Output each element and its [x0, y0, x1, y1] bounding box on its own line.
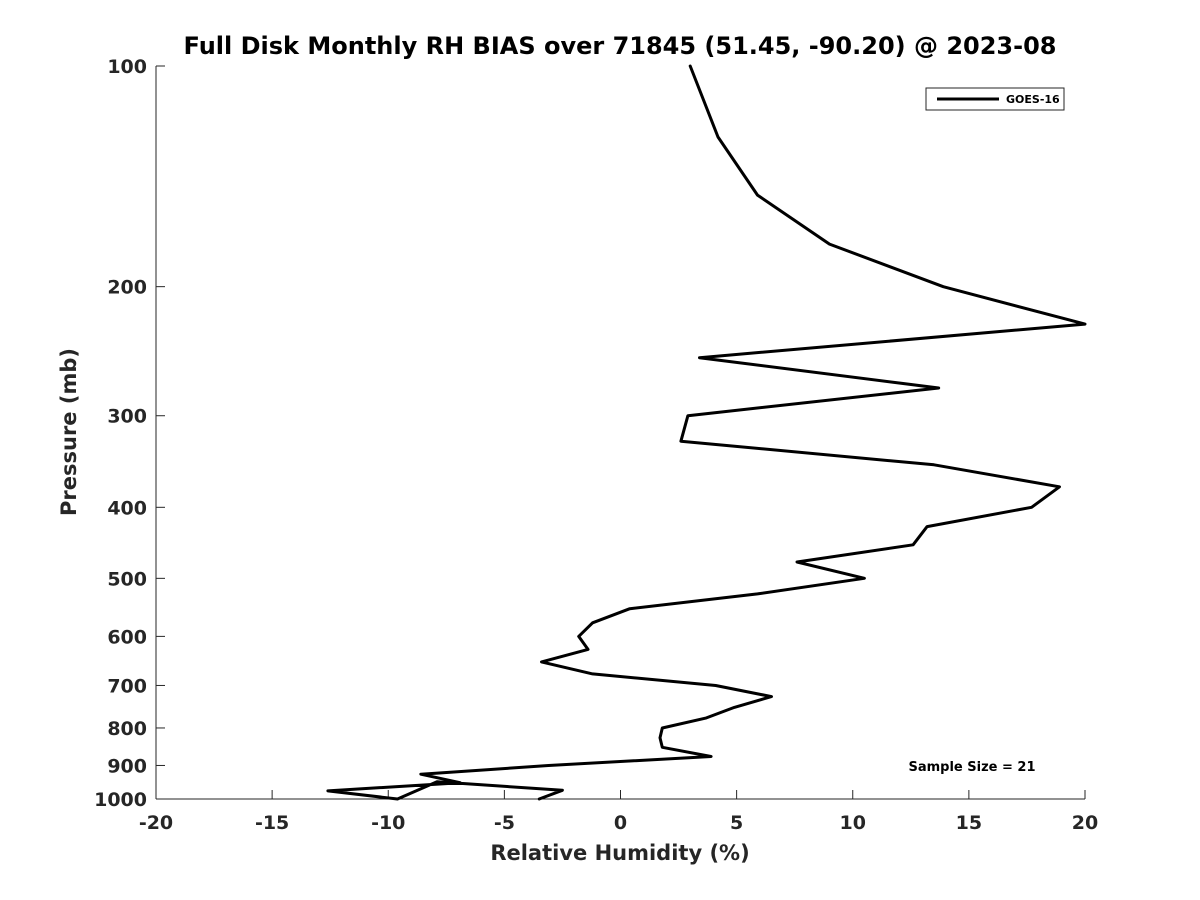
y-axis-title: Pressure (mb): [57, 348, 81, 516]
sample-size-annotation: Sample Size = 21: [908, 760, 1035, 775]
x-tick-label--20: -20: [139, 812, 173, 834]
y-tick-label-200: 200: [107, 277, 147, 299]
y-tick-label-500: 500: [107, 568, 147, 590]
plot-area: [156, 66, 1085, 799]
y-tick-label-700: 700: [107, 675, 147, 697]
y-tick-label-300: 300: [107, 406, 147, 428]
chart-title: Full Disk Monthly RH BIAS over 71845 (51…: [184, 32, 1057, 60]
x-tick-label-0: 0: [614, 812, 627, 834]
x-tick-label--5: -5: [494, 812, 515, 834]
y-tick-label-600: 600: [107, 626, 147, 648]
x-axis-title: Relative Humidity (%): [490, 841, 749, 865]
series-group: [326, 64, 1087, 801]
y-tick-label-100: 100: [107, 56, 147, 78]
series-line-goes-16: [326, 64, 1087, 801]
x-tick-label-5: 5: [730, 812, 743, 834]
y-tick-label-400: 400: [107, 497, 147, 519]
y-tick-label-1000: 1000: [94, 789, 147, 811]
y-tick-label-900: 900: [107, 755, 147, 777]
x-tick-label--15: -15: [255, 812, 289, 834]
x-tick-label-20: 20: [1072, 812, 1098, 834]
x-tick-label-10: 10: [840, 812, 866, 834]
x-tick-label--10: -10: [371, 812, 405, 834]
x-axis: -20 -15 -10 -5 0 5 10 15 20: [139, 790, 1098, 834]
x-tick-label-15: 15: [956, 812, 982, 834]
legend: GOES-16: [925, 87, 1065, 111]
legend-label-goes-16: GOES-16: [1006, 93, 1060, 106]
y-tick-label-800: 800: [107, 718, 147, 740]
y-axis: 100 200 300 400 500 600 700 800 900 1000: [94, 56, 165, 811]
